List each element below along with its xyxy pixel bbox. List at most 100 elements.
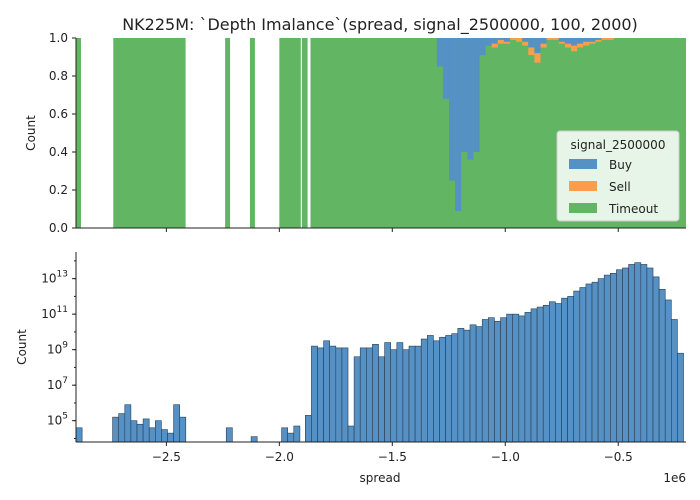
buy-fraction-bar [461, 38, 468, 152]
count-bar [610, 273, 617, 443]
count-bar [475, 326, 483, 443]
count-bar [634, 262, 642, 443]
sell-fraction-bar [540, 43, 547, 48]
count-bar [293, 425, 301, 443]
count-bar [664, 299, 672, 443]
top-y-tick-label: 1.0 [49, 31, 68, 45]
count-bar [542, 304, 550, 443]
count-bar [112, 416, 119, 443]
chart-title: NK225M: `Depth Imalance`(spread, signal_… [122, 15, 638, 35]
sell-fraction-bar [601, 38, 608, 40]
count-bar [305, 415, 312, 443]
count-bar [173, 404, 181, 443]
count-bar [281, 427, 288, 443]
count-bar [225, 427, 233, 443]
count-bar [323, 340, 331, 443]
buy-fraction-bar [449, 38, 456, 181]
count-bar [616, 269, 623, 443]
count-bar [640, 264, 648, 443]
sell-fraction-bar [577, 43, 584, 48]
count-bar [677, 352, 684, 443]
timeout-segment [76, 38, 81, 228]
count-bar [390, 349, 398, 443]
buy-fraction-bar [479, 38, 486, 56]
count-bar [118, 413, 126, 443]
count-bar [341, 347, 349, 443]
count-bar [420, 338, 428, 443]
count-bar [567, 296, 575, 443]
top-y-label: Count [24, 115, 38, 151]
legend-label-timeout: Timeout [608, 202, 658, 216]
bottom-x-tick-label: −1.5 [378, 450, 407, 464]
count-bar [512, 313, 520, 443]
count-bar [536, 306, 544, 443]
bottom-y-tick-label: 1013 [41, 270, 68, 286]
count-bar [549, 301, 556, 443]
count-bar [603, 274, 611, 443]
count-bar [530, 308, 538, 443]
count-bar [494, 320, 501, 443]
count-bar [136, 423, 144, 443]
count-bar [317, 347, 324, 443]
top-y-tick-label: 0.0 [49, 221, 68, 235]
count-bar [366, 347, 373, 443]
timeout-segment [113, 38, 186, 228]
sell-fraction-bar [528, 47, 535, 56]
count-bar [579, 287, 587, 443]
bottom-y-ticks: 105 107 109 1011 1013 [41, 260, 76, 439]
buy-fraction-bar [540, 38, 547, 44]
count-bar [658, 288, 666, 443]
count-bar [585, 283, 593, 443]
count-bar [287, 432, 295, 443]
count-bar [347, 425, 355, 443]
count-bar [457, 328, 465, 443]
buy-fraction-bar [595, 38, 602, 40]
bottom-y-tick-label: 1011 [41, 305, 68, 321]
count-bar [250, 436, 258, 443]
count-bar [372, 344, 379, 443]
count-bar [524, 312, 532, 443]
sell-fraction-bar [516, 38, 523, 42]
buy-fraction-bar [571, 38, 578, 46]
count-bar [408, 345, 416, 443]
count-bar [597, 278, 605, 443]
count-bar [488, 317, 495, 443]
buy-fraction-bar [589, 38, 596, 42]
buy-fraction-bar [528, 38, 535, 48]
top-x-ticks [165, 228, 619, 232]
buy-fraction-bar [503, 38, 511, 42]
bottom-panel: 105 107 109 1011 1013 −2.5 −2.0 −1.5 −1.0 −0.5 C… [15, 252, 686, 485]
count-bar [353, 356, 361, 443]
legend-label-buy: Buy [609, 158, 632, 172]
timeout-segment [225, 38, 231, 228]
bottom-y-tick-label: 105 [47, 412, 68, 428]
top-bins [436, 38, 614, 211]
legend: signal_2500000 Buy Sell Timeout [556, 130, 680, 222]
count-bar [311, 345, 318, 443]
count-bar [561, 297, 568, 443]
legend-swatch-buy [569, 159, 597, 169]
sell-fraction-bar [522, 41, 529, 46]
count-bar [402, 349, 410, 443]
count-bar [167, 432, 174, 443]
buy-fraction-bar [485, 38, 492, 46]
top-y-tick-label: 0.8 [49, 69, 68, 83]
count-bar [384, 342, 392, 443]
legend-swatch-sell [569, 181, 597, 191]
legend-label-sell: Sell [609, 180, 631, 194]
bottom-x-tick-label: −2.5 [152, 450, 181, 464]
count-bar [142, 418, 150, 443]
count-bar [148, 427, 156, 443]
count-bar [414, 345, 422, 443]
count-bar [622, 267, 629, 443]
sell-fraction-bar [503, 41, 511, 44]
sell-fraction-bar [583, 41, 590, 46]
count-bar [155, 420, 162, 443]
sell-fraction-bar [595, 39, 602, 42]
buy-fraction-bar [491, 38, 498, 44]
buy-fraction-bar [497, 38, 504, 40]
count-bar [433, 340, 440, 443]
top-panel: 0.0 0.2 0.4 0.6 0.8 1.0 Count signal_2500000 … [24, 31, 686, 235]
buy-fraction-bar [564, 38, 572, 44]
